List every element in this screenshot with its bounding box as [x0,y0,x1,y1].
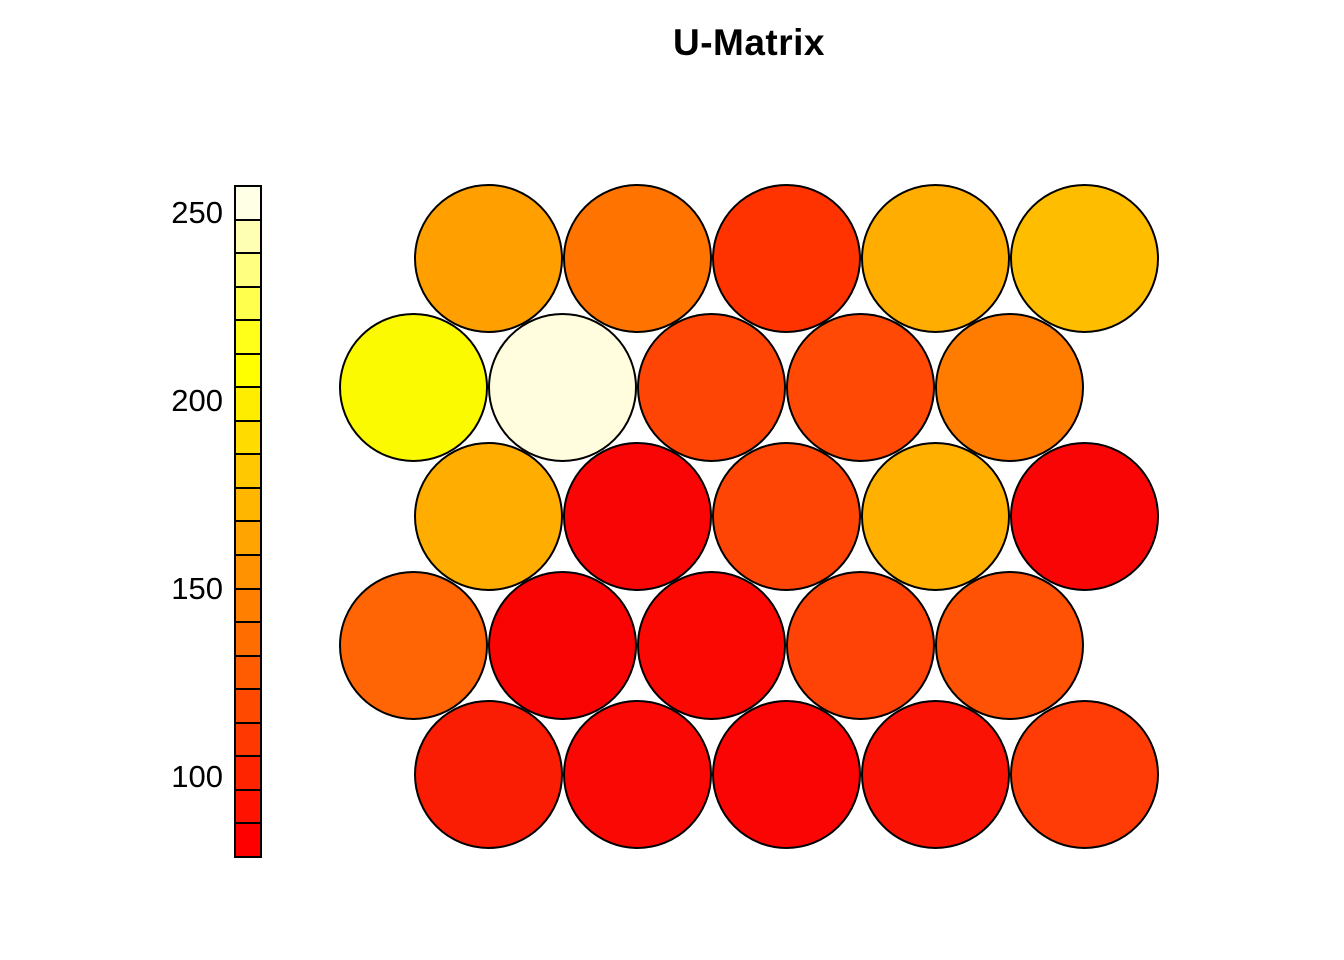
colorbar-segment [236,721,260,756]
som-node-r5-c4 [860,699,1010,849]
som-node-r2-c2 [488,312,637,462]
colorbar [234,185,262,858]
som-node-r3-c2 [562,441,712,591]
som-node-r5-c3 [711,699,861,849]
som-node-r2-c3 [637,312,786,462]
som-node-r4-c4 [786,570,935,720]
colorbar-segment [236,285,260,320]
som-node-r5-c1 [413,699,563,849]
colorbar-segment [236,554,260,588]
plot-title: U-Matrix [672,22,826,63]
colorbar-segment [236,319,260,353]
som-node-r4-c5 [935,570,1084,720]
colorbar-segment [236,621,260,655]
colorbar-tick-label: 250 [171,195,223,231]
som-node-r1-c2 [562,183,712,333]
som-node-r5-c5 [1009,699,1159,849]
colorbar-segment [236,788,260,823]
som-node-r3-c5 [1009,441,1159,591]
colorbar-segment [236,486,260,521]
colorbar-segment [236,587,260,622]
colorbar-segment [236,654,260,689]
som-node-r4-c1 [339,570,488,720]
som-node-r3-c4 [860,441,1010,591]
som-node-r4-c2 [488,570,637,720]
colorbar-segment [236,688,260,722]
colorbar-segment [236,520,260,555]
som-node-r1-c4 [860,183,1010,333]
colorbar-segment [236,822,260,856]
colorbar-tick-label: 100 [171,759,223,795]
som-node-r3-c3 [711,441,861,591]
som-node-r3-c1 [413,441,563,591]
colorbar-segment [236,187,260,219]
som-node-r2-c4 [786,312,935,462]
som-node-r1-c5 [1009,183,1159,333]
som-node-r2-c5 [935,312,1084,462]
colorbar-segment [236,419,260,454]
colorbar-segment [236,252,260,286]
som-node-r2-c1 [339,312,488,462]
colorbar-segment [236,453,260,487]
colorbar-segment [236,386,260,420]
colorbar-tick-label: 150 [171,571,223,607]
colorbar-segment [236,352,260,387]
som-node-r1-c3 [711,183,861,333]
som-node-r5-c2 [562,699,712,849]
colorbar-tick-label: 200 [171,383,223,419]
som-node-r1-c1 [413,183,563,333]
colorbar-segment [236,755,260,789]
colorbar-segment [236,218,260,253]
som-node-r4-c3 [637,570,786,720]
